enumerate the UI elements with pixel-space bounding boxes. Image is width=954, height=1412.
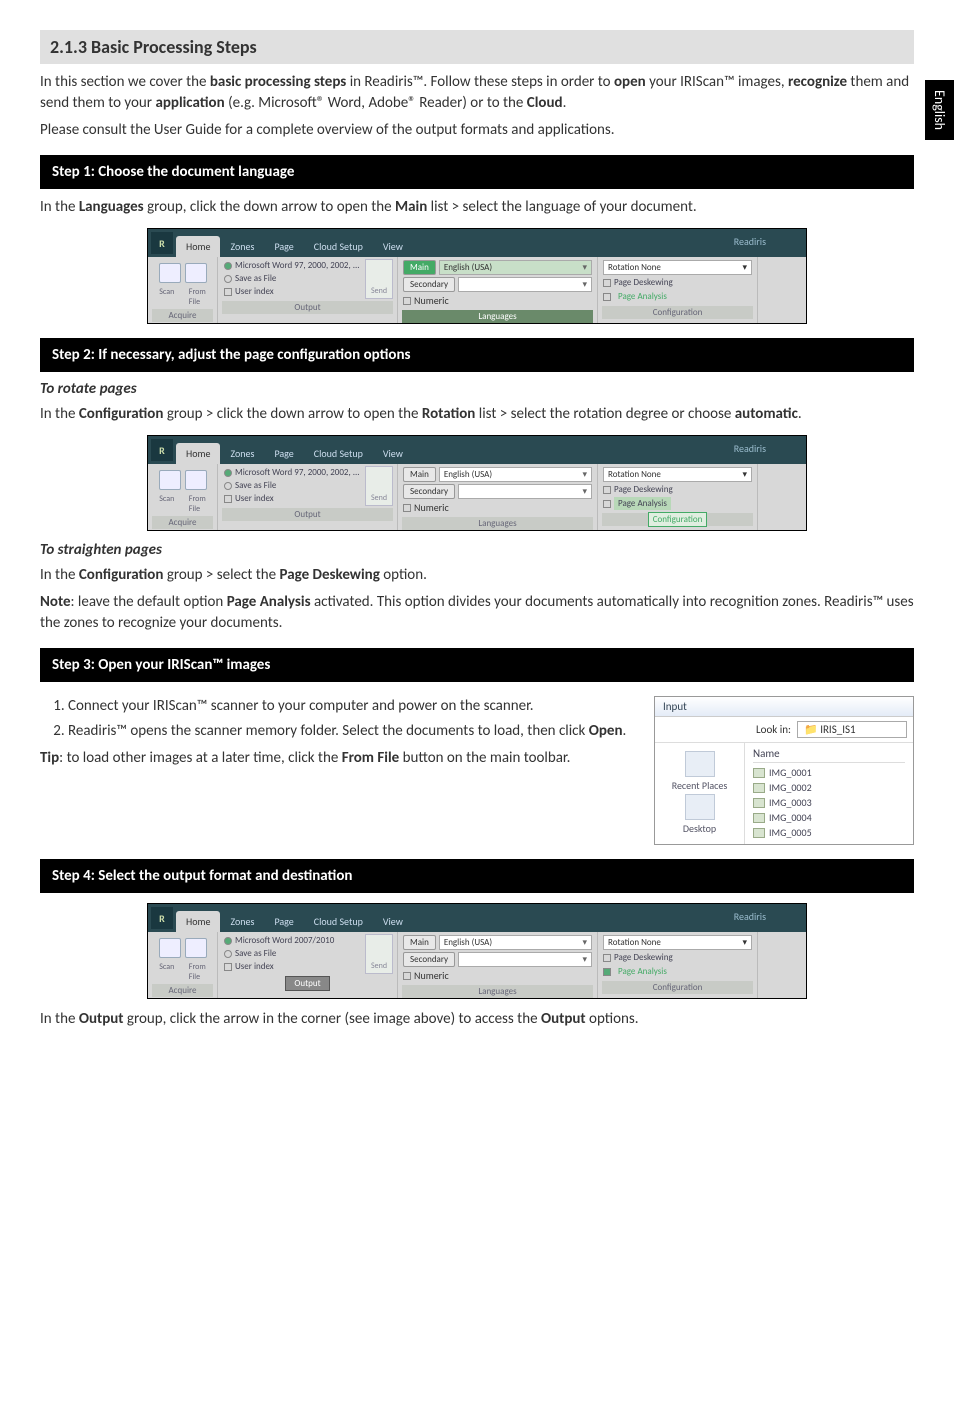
config-group-label: Configuration	[602, 306, 753, 319]
acquire-group-label: Acquire	[152, 309, 213, 322]
tab-page: Page	[264, 236, 303, 257]
step4-title: Step 4: Select the output format and des…	[42, 861, 912, 891]
rotate-body: In the Configuration group > click the d…	[40, 404, 914, 425]
from-file-icon	[185, 263, 207, 283]
main-lang-field: English (USA)▾	[439, 260, 592, 275]
main-lang-button: Main	[403, 260, 436, 275]
recent-places-label: Recent Places	[657, 779, 742, 792]
app-title: Readiris	[734, 235, 766, 248]
step3-item-2: Readiris™ opens the scanner memory folde…	[68, 721, 634, 742]
step1-body: In the Languages group, click the down a…	[40, 197, 914, 218]
send-button: Send	[365, 259, 393, 299]
intro-paragraph-2: Please consult the User Guide for a comp…	[40, 120, 914, 141]
rotate-subheading: To rotate pages	[40, 380, 914, 398]
file-row: IMG_0004	[753, 810, 905, 825]
config-group-label-hl: Configuration	[648, 512, 708, 527]
note-body: Note: leave the default option Page Anal…	[40, 592, 914, 634]
app-logo-icon: R	[151, 232, 173, 254]
desktop-label: Desktop	[657, 822, 742, 835]
input-dialog-screenshot: Input Look in: 📁 IRIS_IS1 Recent Places …	[654, 696, 914, 845]
step4-body: In the Output group, click the arrow in …	[40, 1009, 914, 1030]
file-row: IMG_0001	[753, 765, 905, 780]
file-row: IMG_0005	[753, 825, 905, 840]
output-group-label: Output	[222, 301, 393, 314]
ribbon-screenshot-2: R Home Zones Page Cloud Setup View Readi…	[147, 435, 807, 531]
straighten-body: In the Configuration group > select the …	[40, 565, 914, 586]
input-dialog-title: Input	[655, 697, 913, 717]
step3-title: Step 3: Open your IRIScan™ images	[42, 650, 912, 680]
tab-view: View	[373, 236, 413, 257]
language-side-tab: English	[925, 80, 954, 140]
step2-title: Step 2: If necessary, adjust the page co…	[42, 340, 912, 370]
languages-group-label: Languages	[402, 310, 593, 323]
step1-title: Step 1: Choose the document language	[42, 157, 912, 187]
lookin-label: Look in:	[756, 723, 791, 736]
tab-cloud: Cloud Setup	[304, 236, 373, 257]
tab-zones: Zones	[220, 236, 264, 257]
file-row: IMG_0002	[753, 780, 905, 795]
name-column-header: Name	[753, 747, 905, 763]
recent-places-icon	[685, 751, 715, 777]
ribbon-screenshot-1: R Home Zones Page Cloud Setup View Readi…	[147, 228, 807, 324]
step3-tip: Tip: to load other images at a later tim…	[40, 748, 634, 769]
section-heading: 2.1.3 Basic Processing Steps	[40, 30, 914, 64]
ribbon-screenshot-3: R Home Zones Page Cloud Setup View Readi…	[147, 903, 807, 999]
app-logo-icon: R	[151, 439, 173, 461]
straighten-subheading: To straighten pages	[40, 541, 914, 559]
rotation-field-hl: Rotation None▾	[603, 467, 752, 482]
step1-box: Step 1: Choose the document language	[40, 155, 914, 189]
app-logo-icon: R	[151, 907, 173, 929]
file-row: IMG_0003	[753, 795, 905, 810]
step4-box: Step 4: Select the output format and des…	[40, 859, 914, 893]
intro-paragraph-1: In this section we cover the basic proce…	[40, 72, 914, 114]
step3-item-1: Connect your IRIScan™ scanner to your co…	[68, 696, 634, 717]
step3-box: Step 3: Open your IRIScan™ images	[40, 648, 914, 682]
step2-box: Step 2: If necessary, adjust the page co…	[40, 338, 914, 372]
output-group-label-hl: Output	[285, 976, 329, 991]
lookin-field: 📁 IRIS_IS1	[797, 721, 907, 738]
tab-home: Home	[176, 236, 220, 257]
desktop-icon	[685, 794, 715, 820]
scan-icon	[159, 263, 181, 283]
